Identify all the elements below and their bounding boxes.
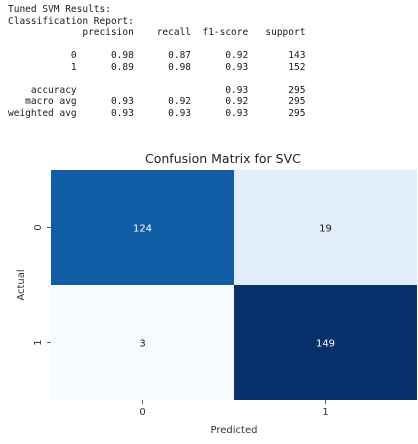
report-row-weighted-avg: weighted avg 0.93 0.93 0.93 295	[8, 107, 306, 119]
heatmap-cell-label-0-0: 124	[133, 224, 152, 235]
y-axis-label: Actual	[16, 269, 27, 300]
report-header-row: precision recall f1-score support	[82, 27, 306, 38]
report-heading-classification: Classification Report:	[8, 15, 134, 27]
x-tick-label-0: 0	[139, 407, 145, 418]
heatmap-cell-0-0	[51, 170, 234, 285]
heatmap-cell-0-1	[234, 170, 417, 285]
y-tick-label-1: 1	[33, 339, 44, 345]
heatmap-cell-1-0	[51, 285, 234, 400]
classification-report-text: Tuned SVM Results: Classification Report…	[8, 4, 305, 119]
heatmap-cell-1-1	[234, 285, 417, 400]
y-tick-label-0: 0	[33, 224, 44, 230]
confusion-matrix-heatmap: 124 19 3 149 0 1 0 1 Predicted Actual	[16, 170, 417, 436]
report-row-macro-avg: macro avg 0.93 0.92 0.92 295	[25, 96, 306, 107]
report-heading-tuned-svm: Tuned SVM Results:	[8, 4, 111, 15]
x-axis-label: Predicted	[211, 425, 258, 436]
report-row-1: 1 0.89 0.98 0.93 152	[70, 61, 306, 73]
report-row-accuracy: accuracy 0.93 295	[30, 84, 306, 96]
heatmap-cell-label-1-0: 3	[139, 339, 145, 350]
heatmap-cell-label-1-1: 149	[316, 339, 335, 350]
chart-title: Confusion Matrix for SVC	[145, 151, 301, 166]
report-row-0: 0 0.98 0.87 0.92 143	[70, 50, 306, 61]
heatmap-cell-label-0-1: 19	[319, 224, 332, 235]
x-tick-label-1: 1	[322, 407, 328, 418]
